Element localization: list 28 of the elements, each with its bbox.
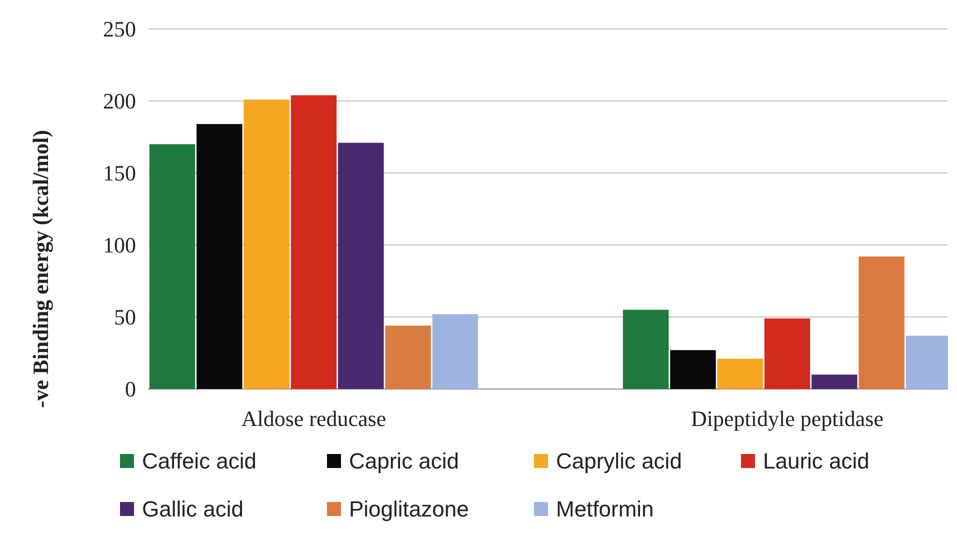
bar — [244, 100, 290, 389]
bar — [149, 144, 196, 389]
bar — [858, 256, 904, 389]
legend-label: Gallic acid — [142, 496, 244, 522]
legend-label: Pioglitazone — [349, 496, 469, 522]
legend-label: Caffeic acid — [142, 448, 257, 474]
legend-label: Metformin — [556, 496, 654, 522]
bar — [717, 358, 763, 389]
x-tick-label: Aldose reducase — [241, 406, 386, 431]
y-axis-title: -ve Binding energy (kcal/mol) — [28, 130, 53, 408]
legend-label: Lauric acid — [763, 448, 870, 474]
legend-label: Capric acid — [349, 448, 460, 474]
y-tick-label: 0 — [125, 376, 136, 402]
y-tick-label: 50 — [114, 304, 136, 330]
x-tick-label: Dipeptidyle peptidase — [691, 406, 884, 431]
legend-label: Caprylic acid — [556, 448, 682, 474]
bar — [764, 318, 810, 389]
y-tick-label: 150 — [103, 160, 136, 186]
bar — [670, 350, 716, 389]
bar — [196, 124, 242, 389]
bar — [385, 326, 431, 389]
y-tick-label: 250 — [103, 16, 136, 42]
bar — [812, 374, 858, 389]
y-tick-label: 200 — [103, 88, 136, 114]
bar — [290, 95, 337, 389]
y-tick-label: 100 — [103, 232, 136, 258]
bar — [338, 142, 384, 389]
bar — [622, 310, 669, 389]
